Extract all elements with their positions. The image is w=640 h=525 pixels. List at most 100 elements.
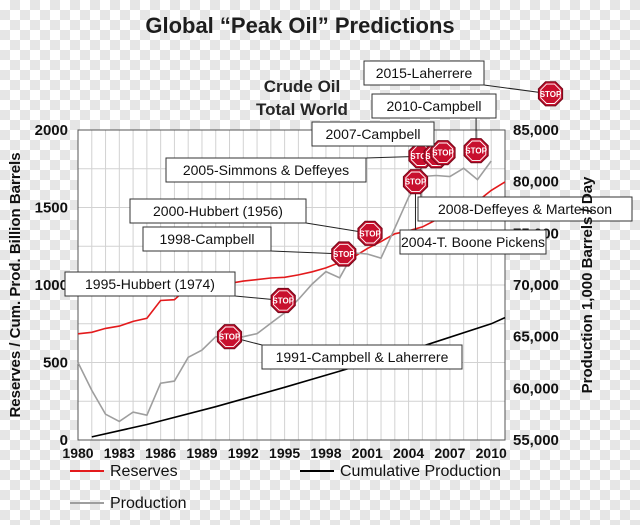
stop-sign-icon: STOP (270, 287, 296, 314)
legend-item: Cumulative Production (300, 463, 501, 480)
callout-box: 1998-Campbell (142, 226, 272, 252)
stop-sign-rim (465, 140, 487, 161)
y-tick-label-right: 70,000 (513, 277, 559, 294)
x-tick-label: 1995 (269, 445, 300, 461)
y-tick-label-left: 1500 (35, 200, 68, 217)
stop-sign-icon: STOP (537, 81, 564, 107)
stop-sign-icon: STOP (463, 138, 489, 164)
callout-label: 2007-Campbell (326, 126, 421, 142)
stop-sign-label: STOP (333, 250, 355, 259)
callout-box: 2000-Hubbert (1956) (129, 198, 307, 224)
y-tick-label-left: 500 (43, 355, 68, 372)
callout-label: 1998-Campbell (160, 231, 255, 247)
y-tick-label-right: 85,000 (513, 122, 559, 139)
x-tick-label: 1983 (104, 445, 135, 461)
stop-sign-octagon (270, 287, 296, 314)
stop-sign-octagon (463, 138, 489, 164)
callout-box: 1995-Hubbert (1974) (64, 271, 236, 297)
callout-box: 2005-Simmons & Deffeyes (165, 157, 367, 183)
stop-sign-octagon (402, 169, 429, 195)
callout-label: 2008-Deffeyes & Martenson (438, 201, 612, 217)
y-tick-label-left: 2000 (35, 122, 68, 139)
legend: Reserves Cumulative Production Production (70, 463, 501, 512)
legend-label: Production (110, 495, 187, 512)
legend-item: Reserves (70, 463, 178, 480)
x-tick-label: 1989 (186, 445, 217, 461)
stop-sign-label: STOP (465, 147, 487, 156)
callout-label: 2000-Hubbert (1956) (153, 203, 283, 219)
callout-label: 2015-Laherrere (376, 65, 473, 81)
callout-frame (64, 271, 236, 297)
chart-title: Global “Peak Oil” Predictions (145, 13, 454, 38)
x-tick-label: 1980 (62, 445, 93, 461)
callout-label: 1991-Campbell & Laherrere (276, 349, 449, 365)
stop-sign-label: STOP (272, 297, 294, 306)
stop-sign-icon: STOP (402, 169, 429, 195)
stop-signs: STOPSTOPSTOPSTOPSTOPSTOPSTOPSTOPSTOPSTOP (216, 81, 564, 350)
stop-sign-label: STOP (432, 149, 454, 158)
stop-sign-label: STOP (405, 178, 427, 187)
callout-frame (142, 226, 272, 252)
x-tick-label: 2001 (352, 445, 383, 461)
stop-sign-octagon (216, 324, 243, 350)
callout-frame (371, 93, 497, 119)
stop-sign-icon: STOP (430, 140, 456, 166)
callout-frame (399, 229, 547, 255)
stop-sign-icon: STOP (331, 241, 357, 267)
callout-box: 2004-T. Boone Pickens (399, 229, 547, 255)
series-line-cumulative-production (91, 316, 506, 438)
stop-sign-rim (540, 83, 561, 104)
y-axis-right-title: Production 1,000 Barrels / Day (579, 176, 596, 393)
stop-sign-icon: STOP (216, 324, 243, 350)
y-tick-label-right: 60,000 (513, 380, 559, 397)
y-tick-label-left: 0 (60, 432, 68, 449)
callout-frame (417, 196, 633, 222)
y-axis-left-title: Reserves / Cum. Prod. Billion Barrels (7, 152, 24, 417)
legend-label: Cumulative Production (340, 463, 501, 480)
legend-label: Reserves (110, 463, 178, 480)
stop-sign-label: STOP (540, 90, 562, 99)
stop-sign-rim (359, 223, 381, 244)
stop-sign-octagon (331, 241, 357, 267)
callout-box: 2015-Laherrere (363, 60, 485, 86)
callout-label: 2005-Simmons & Deffeyes (183, 162, 349, 178)
y-tick-label-right: 65,000 (513, 329, 559, 346)
stop-sign-label: STOP (219, 333, 241, 342)
stop-sign-octagon (537, 81, 564, 107)
y-tick-label-left: 1000 (35, 277, 68, 294)
callouts: 2015-Laherrere 2010-Campbell 2007-Campbell… (64, 60, 633, 370)
x-tick-label: 1986 (145, 445, 176, 461)
callout-box: 2007-Campbell (311, 121, 435, 147)
callout-frame (311, 121, 435, 147)
stop-sign-label: STOP (410, 152, 432, 161)
callout-box: 1991-Campbell & Laherrere (261, 344, 463, 370)
x-tick-label: 2004 (393, 445, 424, 461)
stop-sign-label: STOP (359, 229, 381, 238)
stop-sign-rim (273, 290, 294, 311)
y-tick-label-right: 80,000 (513, 174, 559, 191)
callout-frame (165, 157, 367, 183)
x-tick-label: 2007 (434, 445, 465, 461)
callout-box: 2008-Deffeyes & Martenson (417, 196, 633, 222)
legend-item: Production (70, 495, 187, 512)
callout-box: 2010-Campbell (371, 93, 497, 119)
stop-sign-rim (405, 171, 426, 192)
stop-sign-rim (333, 243, 354, 265)
chart-subtitle-line-1: Crude Oil (264, 77, 341, 96)
callout-label: 1995-Hubbert (1974) (85, 276, 215, 292)
callout-frame (363, 60, 485, 86)
y-tick-label-right: 55,000 (513, 432, 559, 449)
x-tick-label: 2010 (476, 445, 507, 461)
x-tick-label: 1992 (228, 445, 259, 461)
stop-sign-octagon (357, 220, 383, 246)
stop-sign-rim (432, 142, 454, 163)
stop-sign-rim (219, 326, 240, 347)
callout-label: 2004-T. Boone Pickens (401, 234, 545, 250)
callout-frame (129, 198, 307, 224)
x-tick-label: 1998 (310, 445, 341, 461)
axes: 1980 1983 1986 1989 1992 1995 1998 2001 2004 2007… (35, 122, 559, 461)
stop-sign-icon: STOP (357, 220, 383, 246)
chart-subtitle-line-2: Total World (256, 100, 348, 119)
callout-frame (261, 344, 463, 370)
